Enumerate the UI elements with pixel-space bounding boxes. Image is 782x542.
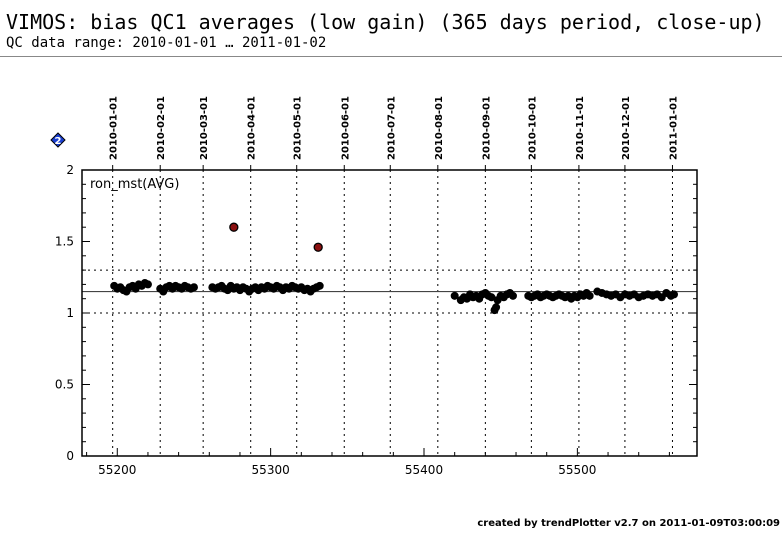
y-tick-label: 1.5	[55, 235, 74, 249]
data-point	[143, 280, 152, 289]
data-point	[508, 291, 517, 300]
date-tick-label: 2010-02-01	[156, 96, 167, 160]
date-tick-label: 2010-09-01	[481, 96, 492, 160]
panel-label: ron_mst(AVG)	[90, 177, 179, 192]
date-tick-label: 2010-06-01	[340, 96, 351, 160]
badge-label: 2	[55, 136, 62, 147]
date-tick-label: 2010-01-01	[109, 96, 120, 160]
x-tick-label: 55200	[98, 463, 136, 477]
y-tick-label: 1	[66, 306, 74, 320]
data-point	[492, 303, 501, 312]
data-point	[315, 281, 324, 290]
y-tick-label: 2	[66, 163, 74, 177]
data-point	[450, 291, 459, 300]
badge-diamond-icon[interactable]: 2	[50, 132, 66, 148]
date-tick-label: 2010-12-01	[621, 96, 632, 160]
outlier-point	[229, 222, 239, 232]
x-tick-label: 55400	[405, 463, 443, 477]
data-point	[487, 293, 496, 302]
data-point	[669, 290, 678, 299]
footer-credit: created by trendPlotter v2.7 on 2011-01-…	[477, 518, 780, 529]
outlier-point	[313, 242, 323, 252]
x-tick-label: 55500	[558, 463, 596, 477]
date-tick-label: 2010-04-01	[247, 96, 258, 160]
date-tick-label: 2010-10-01	[527, 96, 538, 160]
data-range-subtitle: QC data range: 2010-01-01 … 2011-01-02	[6, 35, 327, 51]
page-title: VIMOS: bias QC1 averages (low gain) (365…	[6, 10, 765, 34]
date-tick-label: 2010-08-01	[434, 96, 445, 160]
y-tick-label: 0.5	[55, 378, 74, 392]
data-point	[189, 283, 198, 292]
x-tick-label: 55300	[252, 463, 290, 477]
data-point	[585, 291, 594, 300]
date-tick-label: 2011-01-01	[668, 96, 679, 160]
date-tick-label: 2010-03-01	[199, 96, 210, 160]
y-tick-label: 0	[66, 449, 74, 463]
date-tick-label: 2010-07-01	[386, 96, 397, 160]
date-tick-label: 2010-11-01	[575, 96, 586, 160]
header-divider	[0, 56, 782, 57]
date-tick-label: 2010-05-01	[293, 96, 304, 160]
